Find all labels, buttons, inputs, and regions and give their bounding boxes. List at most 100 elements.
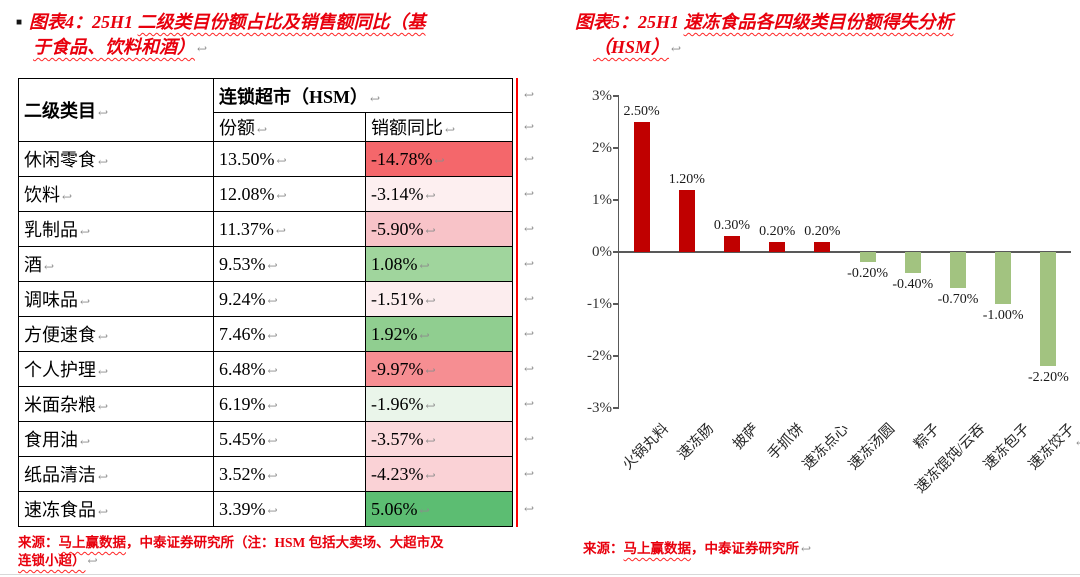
- y-axis-tick: [613, 303, 619, 305]
- bar-value-label: 0.20%: [804, 223, 841, 239]
- bar-positive: [769, 241, 786, 252]
- end-of-cell-mark: ↩: [98, 155, 109, 169]
- category-cell: 休闲零食 ↩: [18, 141, 214, 177]
- cell-text: 9.24%: [219, 288, 266, 309]
- table-row: 速冻食品 ↩ 3.39% ↩ 5.06% ↩ ↩: [18, 491, 541, 527]
- end-of-cell-mark: ↩: [267, 398, 278, 413]
- cell-text: 食用油: [24, 430, 78, 450]
- figure4-source: 来源：马上赢数据，中泰证券研究所（注：HSM 包括大卖场、大超市及 连锁小超） ↩: [18, 534, 526, 570]
- y-axis-tick: [613, 147, 619, 149]
- share-cell: 5.45% ↩: [213, 421, 366, 457]
- y-axis-tick: [613, 407, 619, 409]
- bar-value-label: -0.70%: [937, 292, 979, 308]
- cell-text: 7.46%: [219, 323, 266, 344]
- table-row: 饮料 ↩ 12.08% ↩ -3.14% ↩ ↩: [18, 176, 541, 212]
- bar-negative: [950, 252, 966, 289]
- category-cell: 调味品 ↩: [18, 281, 214, 317]
- figure5-title-text-wavy2: （HSM）: [593, 37, 670, 57]
- end-of-cell-mark: ↩: [276, 153, 287, 168]
- end-of-cell-mark: ↩: [257, 123, 268, 137]
- cell-text: -1.96%: [371, 393, 424, 414]
- end-of-cell-mark: ↩: [267, 363, 278, 378]
- end-of-cell-mark: ↩: [98, 106, 109, 120]
- share-cell: 13.50% ↩: [213, 141, 366, 177]
- header-category-cell: 二级类目 ↩: [18, 78, 214, 142]
- category-cell: 乳制品 ↩: [18, 211, 214, 247]
- share-cell: 6.48% ↩: [213, 351, 366, 387]
- square-bullet-icon: ■: [16, 17, 23, 28]
- category-cell: 饮料 ↩: [18, 176, 214, 212]
- bar-value-label: -2.20%: [1027, 370, 1069, 386]
- chart-plot: 2.50% 火锅丸料 1.20% 速冻肠 0.30% 披萨 0.20% 手抓饼 0.20% 速冻点…: [613, 95, 1079, 497]
- header-category-text: 二级类目: [24, 101, 96, 121]
- source-text: ，中泰证券研究所: [691, 541, 799, 556]
- cell-text: 6.19%: [219, 393, 266, 414]
- end-of-cell-mark: ↩: [276, 188, 287, 203]
- end-of-cell-mark: ↩: [44, 260, 55, 274]
- cell-text: 1.92%: [371, 323, 418, 344]
- end-of-cell-mark: ↩: [425, 363, 436, 378]
- header-group-cell: 连锁超市（HSM） ↩: [213, 78, 513, 113]
- end-of-cell-mark: ↩: [98, 365, 109, 379]
- cell-text: -4.23%: [371, 463, 424, 484]
- yoy-cell: 1.08% ↩: [365, 246, 513, 282]
- y-tick-label: -1%: [587, 296, 612, 312]
- bar-value-label: -0.40%: [892, 276, 934, 292]
- yoy-cell: -5.90% ↩: [365, 211, 513, 247]
- share-cell: 9.24% ↩: [213, 281, 366, 317]
- y-axis-tick: [613, 95, 619, 97]
- bar-negative: [995, 252, 1012, 304]
- end-of-cell-mark: ↩: [425, 188, 436, 203]
- y-tick-label: 1%: [592, 192, 612, 208]
- end-of-cell-mark: ↩: [98, 400, 109, 414]
- source-label: 来源：: [583, 541, 624, 556]
- source-text-wavy: 马上赢数据: [58, 535, 127, 550]
- figure4-title-text-wavy2: 于食品、饮料和酒）: [33, 37, 195, 57]
- figure4-title-line2: 于食品、饮料和酒） ↩: [33, 35, 524, 62]
- end-of-cell-mark: ↩: [62, 190, 73, 204]
- y-tick-label: 2%: [592, 140, 612, 156]
- yoy-cell: -4.23% ↩: [365, 456, 513, 492]
- figure4-title: ■ 图表4：25H1 二级类目份额占比及销售额同比（基 于食品、饮料和酒） ↩: [16, 10, 524, 62]
- cell-text: 方便速食: [24, 325, 96, 345]
- header-yoy-text: 销额同比: [371, 118, 443, 138]
- revision-line: [516, 78, 518, 527]
- cell-text: 5.45%: [219, 428, 266, 449]
- end-of-cell-mark: ↩: [425, 293, 436, 308]
- header-share-text: 份额: [219, 118, 255, 138]
- bar-positive: [814, 241, 831, 252]
- cell-text: 12.08%: [219, 183, 275, 204]
- end-of-cell-mark: ↩: [425, 398, 436, 413]
- cell-text: -9.97%: [371, 358, 424, 379]
- share-cell: 11.37% ↩: [213, 211, 366, 247]
- bar-value-label: 0.20%: [759, 223, 796, 239]
- paragraph-mark-icon: ↩: [671, 42, 682, 56]
- table-row: 乳制品 ↩ 11.37% ↩ -5.90% ↩ ↩: [18, 211, 541, 247]
- end-of-cell-mark: ↩: [98, 330, 109, 344]
- figure5-title: 图表5：25H1 速冻食品各四级类目份额得失分析 （HSM） ↩: [575, 10, 1077, 62]
- cell-text: -3.57%: [371, 428, 424, 449]
- yoy-cell: -3.57% ↩: [365, 421, 513, 457]
- header-group-text: 连锁超市（HSM）: [219, 86, 369, 107]
- cell-text: 休闲零食: [24, 150, 96, 170]
- end-of-cell-mark: ↩: [267, 503, 278, 518]
- cell-text: 3.39%: [219, 498, 266, 519]
- cell-text: 1.08%: [371, 253, 418, 274]
- end-of-cell-mark: ↩: [267, 468, 278, 483]
- paragraph-mark-icon: ↩: [87, 554, 98, 568]
- cell-text: 5.06%: [371, 498, 418, 519]
- category-cell: 食用油 ↩: [18, 421, 214, 457]
- bar-positive: [724, 236, 740, 252]
- bar-negative: [859, 252, 876, 263]
- y-axis-tick: [613, 355, 619, 357]
- end-of-cell-mark: ↩: [267, 258, 278, 273]
- figure4-title-line1: ■ 图表4：25H1 二级类目份额占比及销售额同比（基: [16, 10, 524, 35]
- share-cell: 3.52% ↩: [213, 456, 366, 492]
- end-of-cell-mark: ↩: [98, 470, 109, 484]
- yoy-cell: -14.78% ↩: [365, 141, 513, 177]
- paragraph-mark-icon: ↩: [1076, 436, 1080, 451]
- figure4-source-line2: 连锁小超） ↩: [18, 552, 526, 570]
- category-cell: 纸品清洁 ↩: [18, 456, 214, 492]
- table-row: 休闲零食 ↩ 13.50% ↩ -14.78% ↩ ↩: [18, 141, 541, 177]
